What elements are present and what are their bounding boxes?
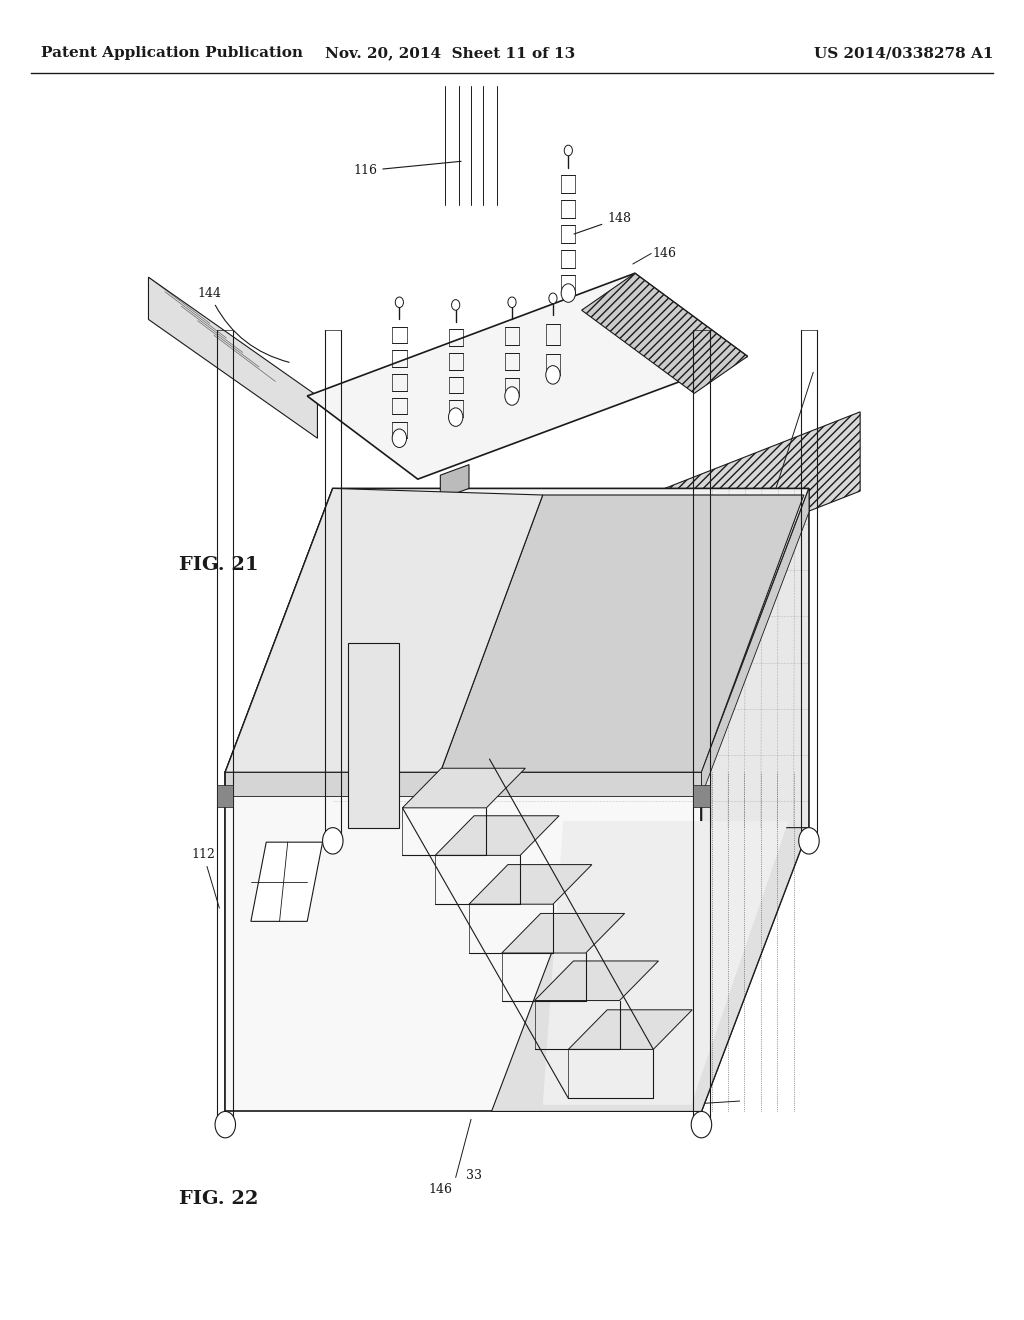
Circle shape (452, 300, 460, 310)
Polygon shape (225, 488, 333, 1111)
Text: 144: 144 (198, 286, 289, 362)
Circle shape (799, 828, 819, 854)
Text: US 2014/0338278 A1: US 2014/0338278 A1 (814, 46, 993, 61)
Text: 112: 112 (191, 847, 219, 908)
Polygon shape (307, 273, 748, 479)
Circle shape (392, 429, 407, 447)
Polygon shape (469, 865, 592, 904)
Polygon shape (701, 488, 809, 1111)
Polygon shape (543, 821, 788, 1105)
Polygon shape (251, 842, 323, 921)
Text: Patent Application Publication: Patent Application Publication (41, 46, 303, 61)
Circle shape (215, 1111, 236, 1138)
Polygon shape (435, 816, 559, 855)
Circle shape (546, 366, 560, 384)
Polygon shape (502, 913, 625, 953)
Text: 148: 148 (574, 211, 631, 234)
Circle shape (395, 297, 403, 308)
Polygon shape (693, 785, 710, 807)
Polygon shape (701, 488, 809, 796)
Polygon shape (348, 643, 399, 828)
Text: 116: 116 (353, 161, 461, 177)
Polygon shape (492, 828, 809, 1111)
Text: FIG. 21: FIG. 21 (179, 556, 259, 574)
Polygon shape (440, 465, 469, 499)
Text: 102: 102 (425, 708, 449, 721)
Polygon shape (225, 488, 809, 772)
Polygon shape (440, 495, 804, 772)
Polygon shape (568, 1010, 692, 1049)
Text: Nov. 20, 2014  Sheet 11 of 13: Nov. 20, 2014 Sheet 11 of 13 (326, 46, 575, 61)
Text: 102: 102 (660, 1098, 739, 1111)
Polygon shape (148, 277, 317, 438)
Polygon shape (217, 785, 233, 807)
Circle shape (564, 145, 572, 156)
Text: 146: 146 (652, 247, 676, 260)
Circle shape (449, 408, 463, 426)
Text: 33: 33 (466, 1168, 482, 1181)
Polygon shape (535, 961, 658, 1001)
Polygon shape (604, 412, 860, 591)
Text: 116: 116 (681, 372, 813, 752)
Polygon shape (225, 772, 701, 796)
Circle shape (549, 293, 557, 304)
Text: 146: 146 (428, 1183, 452, 1196)
Polygon shape (402, 768, 525, 808)
Circle shape (561, 284, 575, 302)
Circle shape (323, 828, 343, 854)
Polygon shape (582, 273, 748, 393)
Text: FIG. 22: FIG. 22 (179, 1189, 259, 1208)
Polygon shape (225, 772, 701, 1111)
Text: 144: 144 (623, 715, 646, 733)
Polygon shape (225, 488, 543, 772)
Circle shape (508, 297, 516, 308)
Circle shape (691, 1111, 712, 1138)
Circle shape (505, 387, 519, 405)
